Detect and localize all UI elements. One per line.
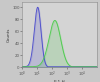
Y-axis label: Counts: Counts [7,28,11,42]
X-axis label: FL1-H: FL1-H [54,80,65,82]
